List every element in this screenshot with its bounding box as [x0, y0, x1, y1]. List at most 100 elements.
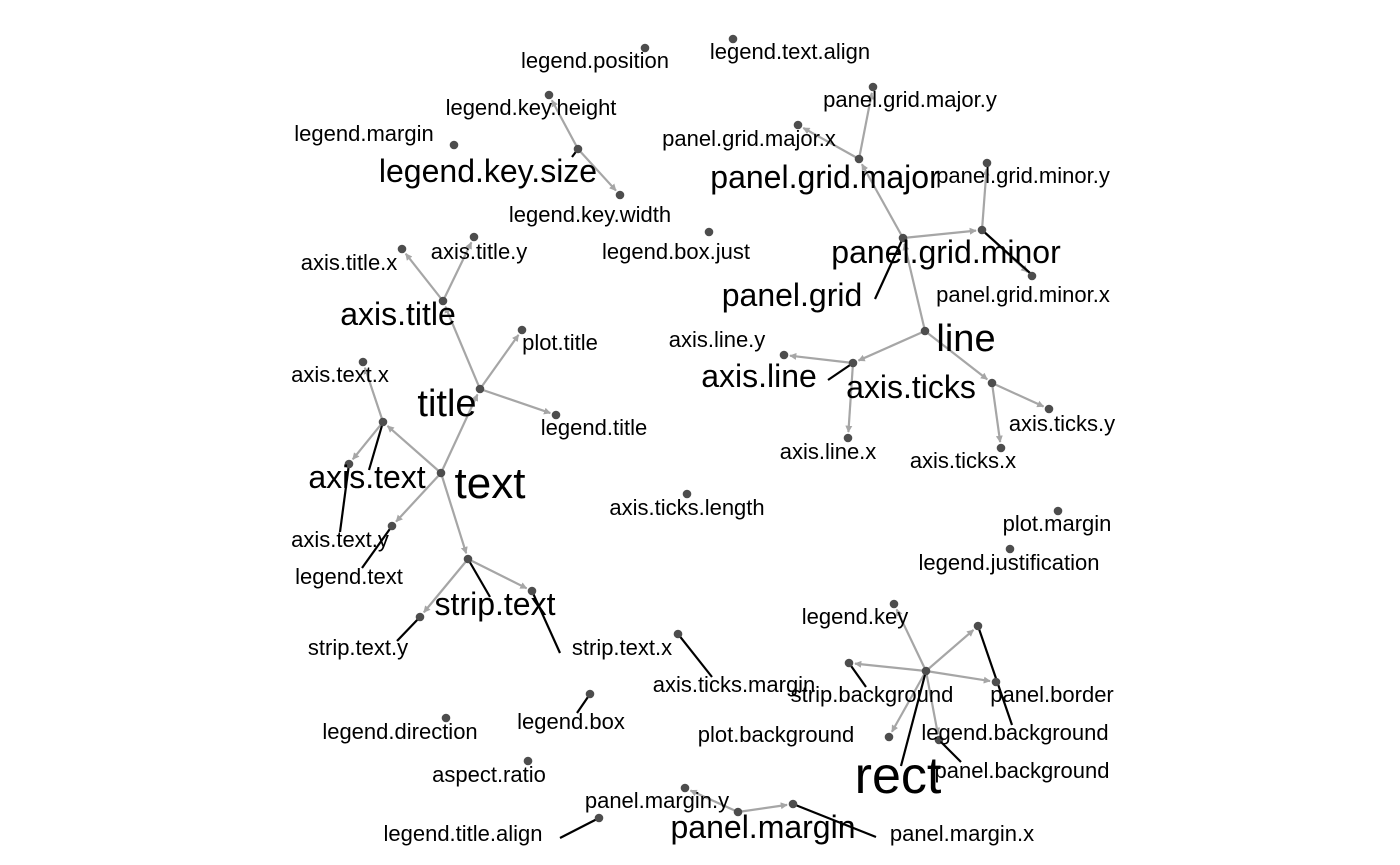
label-plot-title: plot.title	[522, 330, 598, 355]
label-title: title	[417, 383, 476, 425]
label-leader-layer	[338, 148, 1031, 839]
node-axis-title-x	[397, 244, 407, 254]
label-axis-ticks-length: axis.ticks.length	[609, 495, 764, 520]
edge-text-to-legend-text	[395, 472, 442, 523]
label-axis-line-x: axis.line.x	[780, 439, 877, 464]
edge-layer	[351, 92, 1045, 814]
edge-panel-grid-major-to-panel-grid-major-y	[857, 92, 875, 160]
edge-text-to-strip-text	[439, 472, 468, 554]
edge-title-to-legend-title	[479, 387, 551, 415]
edge-panel-margin-to-panel-margin-x	[737, 802, 788, 814]
edge-line-to-axis-line	[857, 329, 926, 362]
label-panel-grid-minor-y: panel.grid.minor.y	[936, 163, 1110, 188]
label-axis-line-y: axis.line.y	[669, 327, 766, 352]
label-strip-text: strip.text	[435, 586, 556, 622]
leader-strip-background	[848, 662, 867, 688]
label-panel-grid: panel.grid	[722, 277, 863, 313]
edge-axis-text-to-axis-text-x	[363, 367, 385, 423]
edge-title-to-plot-title	[479, 334, 520, 390]
label-axis-ticks-y: axis.ticks.y	[1009, 411, 1115, 436]
node-rect	[921, 666, 931, 676]
edge-line-to-axis-ticks	[924, 330, 988, 381]
node-legend-key-width	[615, 190, 625, 200]
edge-strip-text-to-strip-text-y	[422, 558, 469, 614]
leader-axis-ticks-margin	[677, 633, 713, 678]
label-legend-title-align: legend.title.align	[383, 821, 542, 846]
edge-panel-grid-major-to-panel-grid-major-x	[802, 126, 860, 160]
label-legend-box: legend.box	[517, 709, 625, 734]
label-axis-title: axis.title	[340, 296, 456, 332]
label-panel-grid-major-y: panel.grid.major.y	[823, 87, 997, 112]
leader-panel-grid	[874, 237, 904, 300]
edge-strip-text-to-strip-text-x	[467, 558, 528, 590]
label-strip-text-y: strip.text.y	[308, 635, 408, 660]
leader-panel-background	[938, 739, 962, 763]
edge-text-to-axis-text	[386, 425, 442, 474]
node-panel-grid-major-x	[793, 120, 803, 130]
node-legend-box-just	[704, 227, 714, 237]
leader-legend-title-align	[559, 817, 600, 839]
label-layer: legend.position legend.text.align legend.k…	[291, 39, 1115, 846]
label-legend-background: legend.background	[921, 720, 1108, 745]
label-rect: rect	[855, 747, 942, 805]
label-legend-key: legend.key	[802, 604, 908, 629]
node-legend-key-size	[573, 144, 583, 154]
node-legend-key-height	[544, 90, 554, 100]
label-line: line	[936, 318, 995, 360]
edge-rect-to-strip-background	[854, 660, 927, 673]
node-strip-text-y	[415, 612, 425, 622]
edge-panel-grid-to-panel-grid-major	[860, 163, 904, 239]
label-axis-line: axis.line	[701, 358, 817, 394]
node-axis-line-y	[779, 350, 789, 360]
node-axis-ticks-y	[1044, 404, 1054, 414]
edge-legend-key-size-to-legend-key-height	[550, 99, 579, 150]
edge-panel-grid-minor-to-panel-grid-minor-y	[980, 168, 990, 231]
node-text	[436, 468, 446, 478]
label-legend-position: legend.position	[521, 48, 669, 73]
node-axis-line	[848, 358, 858, 368]
label-plot-margin: plot.margin	[1003, 511, 1112, 536]
label-panel-grid-major: panel.grid.major	[710, 159, 940, 195]
node-panel-margin-y	[680, 783, 690, 793]
edge-axis-title-to-axis-title-x	[404, 253, 444, 302]
label-axis-ticks-margin: axis.ticks.margin	[653, 672, 816, 697]
leader-legend-text	[361, 525, 393, 569]
label-axis-title-y: axis.title.y	[431, 239, 528, 264]
node-legend-position	[640, 43, 650, 53]
label-legend-box-just: legend.box.just	[602, 239, 750, 264]
node-panel-margin-x	[788, 799, 798, 809]
label-legend-key-width: legend.key.width	[509, 202, 671, 227]
leader-strip-text-y	[396, 616, 421, 642]
edge-legend-key-size-to-legend-key-width	[577, 148, 617, 192]
label-panel-margin-y: panel.margin.y	[585, 788, 729, 813]
node-strip-background	[844, 658, 854, 668]
leader-strip-text	[467, 558, 491, 598]
label-text: text	[455, 459, 526, 508]
label-legend-text-align: legend.text.align	[710, 39, 870, 64]
label-panel-grid-major-x: panel.grid.major.x	[662, 126, 836, 151]
label-legend-key-height: legend.key.height	[446, 95, 617, 120]
label-axis-title-x: axis.title.x	[301, 250, 398, 275]
node-legend-text	[387, 521, 397, 531]
node-legend-margin	[449, 140, 459, 150]
node-axis-text-y	[344, 459, 354, 469]
node-legend-key	[889, 599, 899, 609]
node-axis-text-x	[358, 357, 368, 367]
node-legend-direction	[441, 713, 451, 723]
label-axis-ticks-x: axis.ticks.x	[910, 448, 1016, 473]
node-panel-border	[991, 677, 1001, 687]
node-panel-grid-minor-y	[982, 158, 992, 168]
label-axis-text-x: axis.text.x	[291, 362, 389, 387]
label-legend-margin: legend.margin	[294, 121, 433, 146]
node-panel-background	[934, 735, 944, 745]
node-strip-text	[463, 554, 473, 564]
node-panel-grid-minor-x	[1027, 271, 1037, 281]
node-plot-margin	[1053, 506, 1063, 516]
label-panel-grid-minor-x: panel.grid.minor.x	[936, 282, 1110, 307]
label-legend-title: legend.title	[541, 415, 647, 440]
label-axis-ticks: axis.ticks	[846, 369, 976, 405]
node-line	[920, 326, 930, 336]
label-panel-background: panel.background	[935, 758, 1110, 783]
